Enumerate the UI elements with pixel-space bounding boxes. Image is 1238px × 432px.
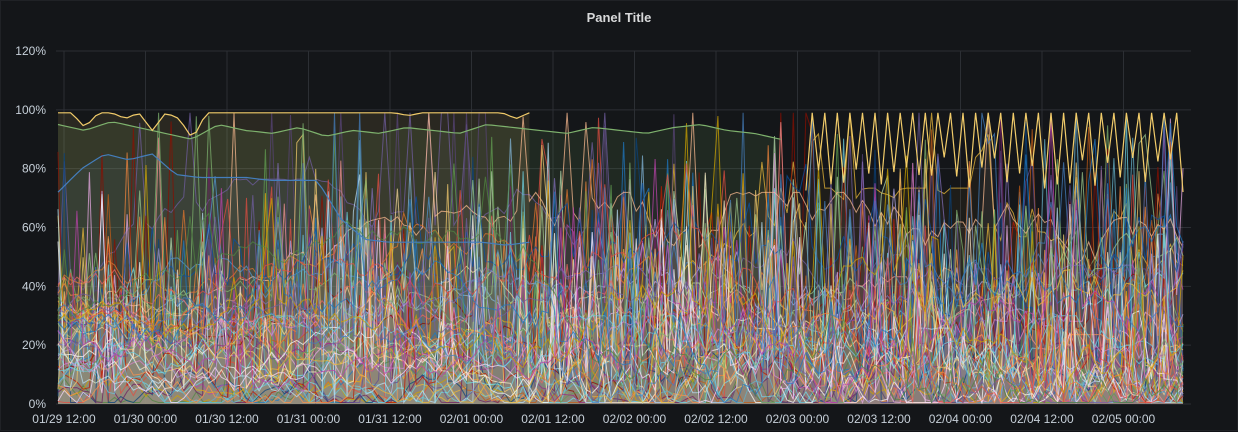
series-lines [57,112,1184,405]
series-area-5 [58,142,1183,404]
series-line-50[interactable] [57,112,1184,403]
y-tick-label: 120% [15,44,46,58]
series-line-45[interactable] [57,223,1184,404]
series-area-47 [58,217,1183,404]
x-axis-ticks: 01/29 12:00 01/30 00:00 01/30 12:00 01/31 0… [32,412,1155,426]
x-tick-label: 02/04 00:00 [929,412,993,426]
series-line-47[interactable] [57,217,1184,404]
x-tick-label: 02/03 12:00 [847,412,911,426]
x-tick-label: 02/02 12:00 [684,412,748,426]
x-tick-label: 02/02 00:00 [603,412,667,426]
series-line-44[interactable] [57,112,1184,404]
series-area-42 [58,142,1183,405]
x-tick-label: 01/30 00:00 [114,412,178,426]
series-line-38[interactable] [57,263,1184,404]
x-tick-label: 01/30 12:00 [195,412,259,426]
series-line-25[interactable] [57,173,1184,404]
y-tick-label: 100% [15,103,46,117]
series-line-54[interactable] [57,112,1183,403]
series-line-51[interactable] [57,162,1184,405]
x-tick-label: 02/05 00:00 [1092,412,1156,426]
x-tick-label: 02/01 12:00 [521,412,585,426]
x-tick-label: 01/31 12:00 [358,412,422,426]
x-tick-label: 01/31 00:00 [277,412,341,426]
series-area-46 [58,118,1183,404]
notable-series-line-3[interactable] [805,112,1184,193]
series-line-52[interactable] [57,164,1184,405]
y-tick-label: 60% [22,221,46,235]
series-area-43 [58,220,1183,404]
series-area-40 [58,194,1183,404]
series-area-10 [58,162,1183,404]
notable-series-line-2[interactable] [57,153,530,246]
x-tick-label: 01/29 12:00 [32,412,96,426]
x-tick-label: 02/03 00:00 [766,412,830,426]
panel-title[interactable]: Panel Title [586,10,652,25]
y-axis-ticks: 0% 20% 40% 60% 80% 100% 120% [15,44,46,411]
notable-series-line-0[interactable] [58,112,530,136]
y-tick-label: 80% [22,162,46,176]
x-tick-label: 02/04 12:00 [1010,412,1074,426]
series-line-42[interactable] [57,142,1184,405]
notable-series-line-1[interactable] [57,121,781,140]
series-line-48[interactable] [57,163,1184,404]
y-tick-label: 20% [22,338,46,352]
series-line-24[interactable] [57,133,1184,404]
series-line-35[interactable] [57,235,1184,404]
series-area-15 [58,112,1183,405]
x-tick-label: 02/01 00:00 [440,412,504,426]
series-area-34 [58,291,1183,404]
y-tick-label: 0% [29,397,47,411]
y-tick-label: 40% [22,279,46,293]
series-line-46[interactable] [57,118,1184,389]
series-line-34[interactable] [57,291,1184,404]
series-area-51 [58,162,1183,404]
series-area-52 [58,164,1183,404]
series-area-44 [58,112,1183,405]
